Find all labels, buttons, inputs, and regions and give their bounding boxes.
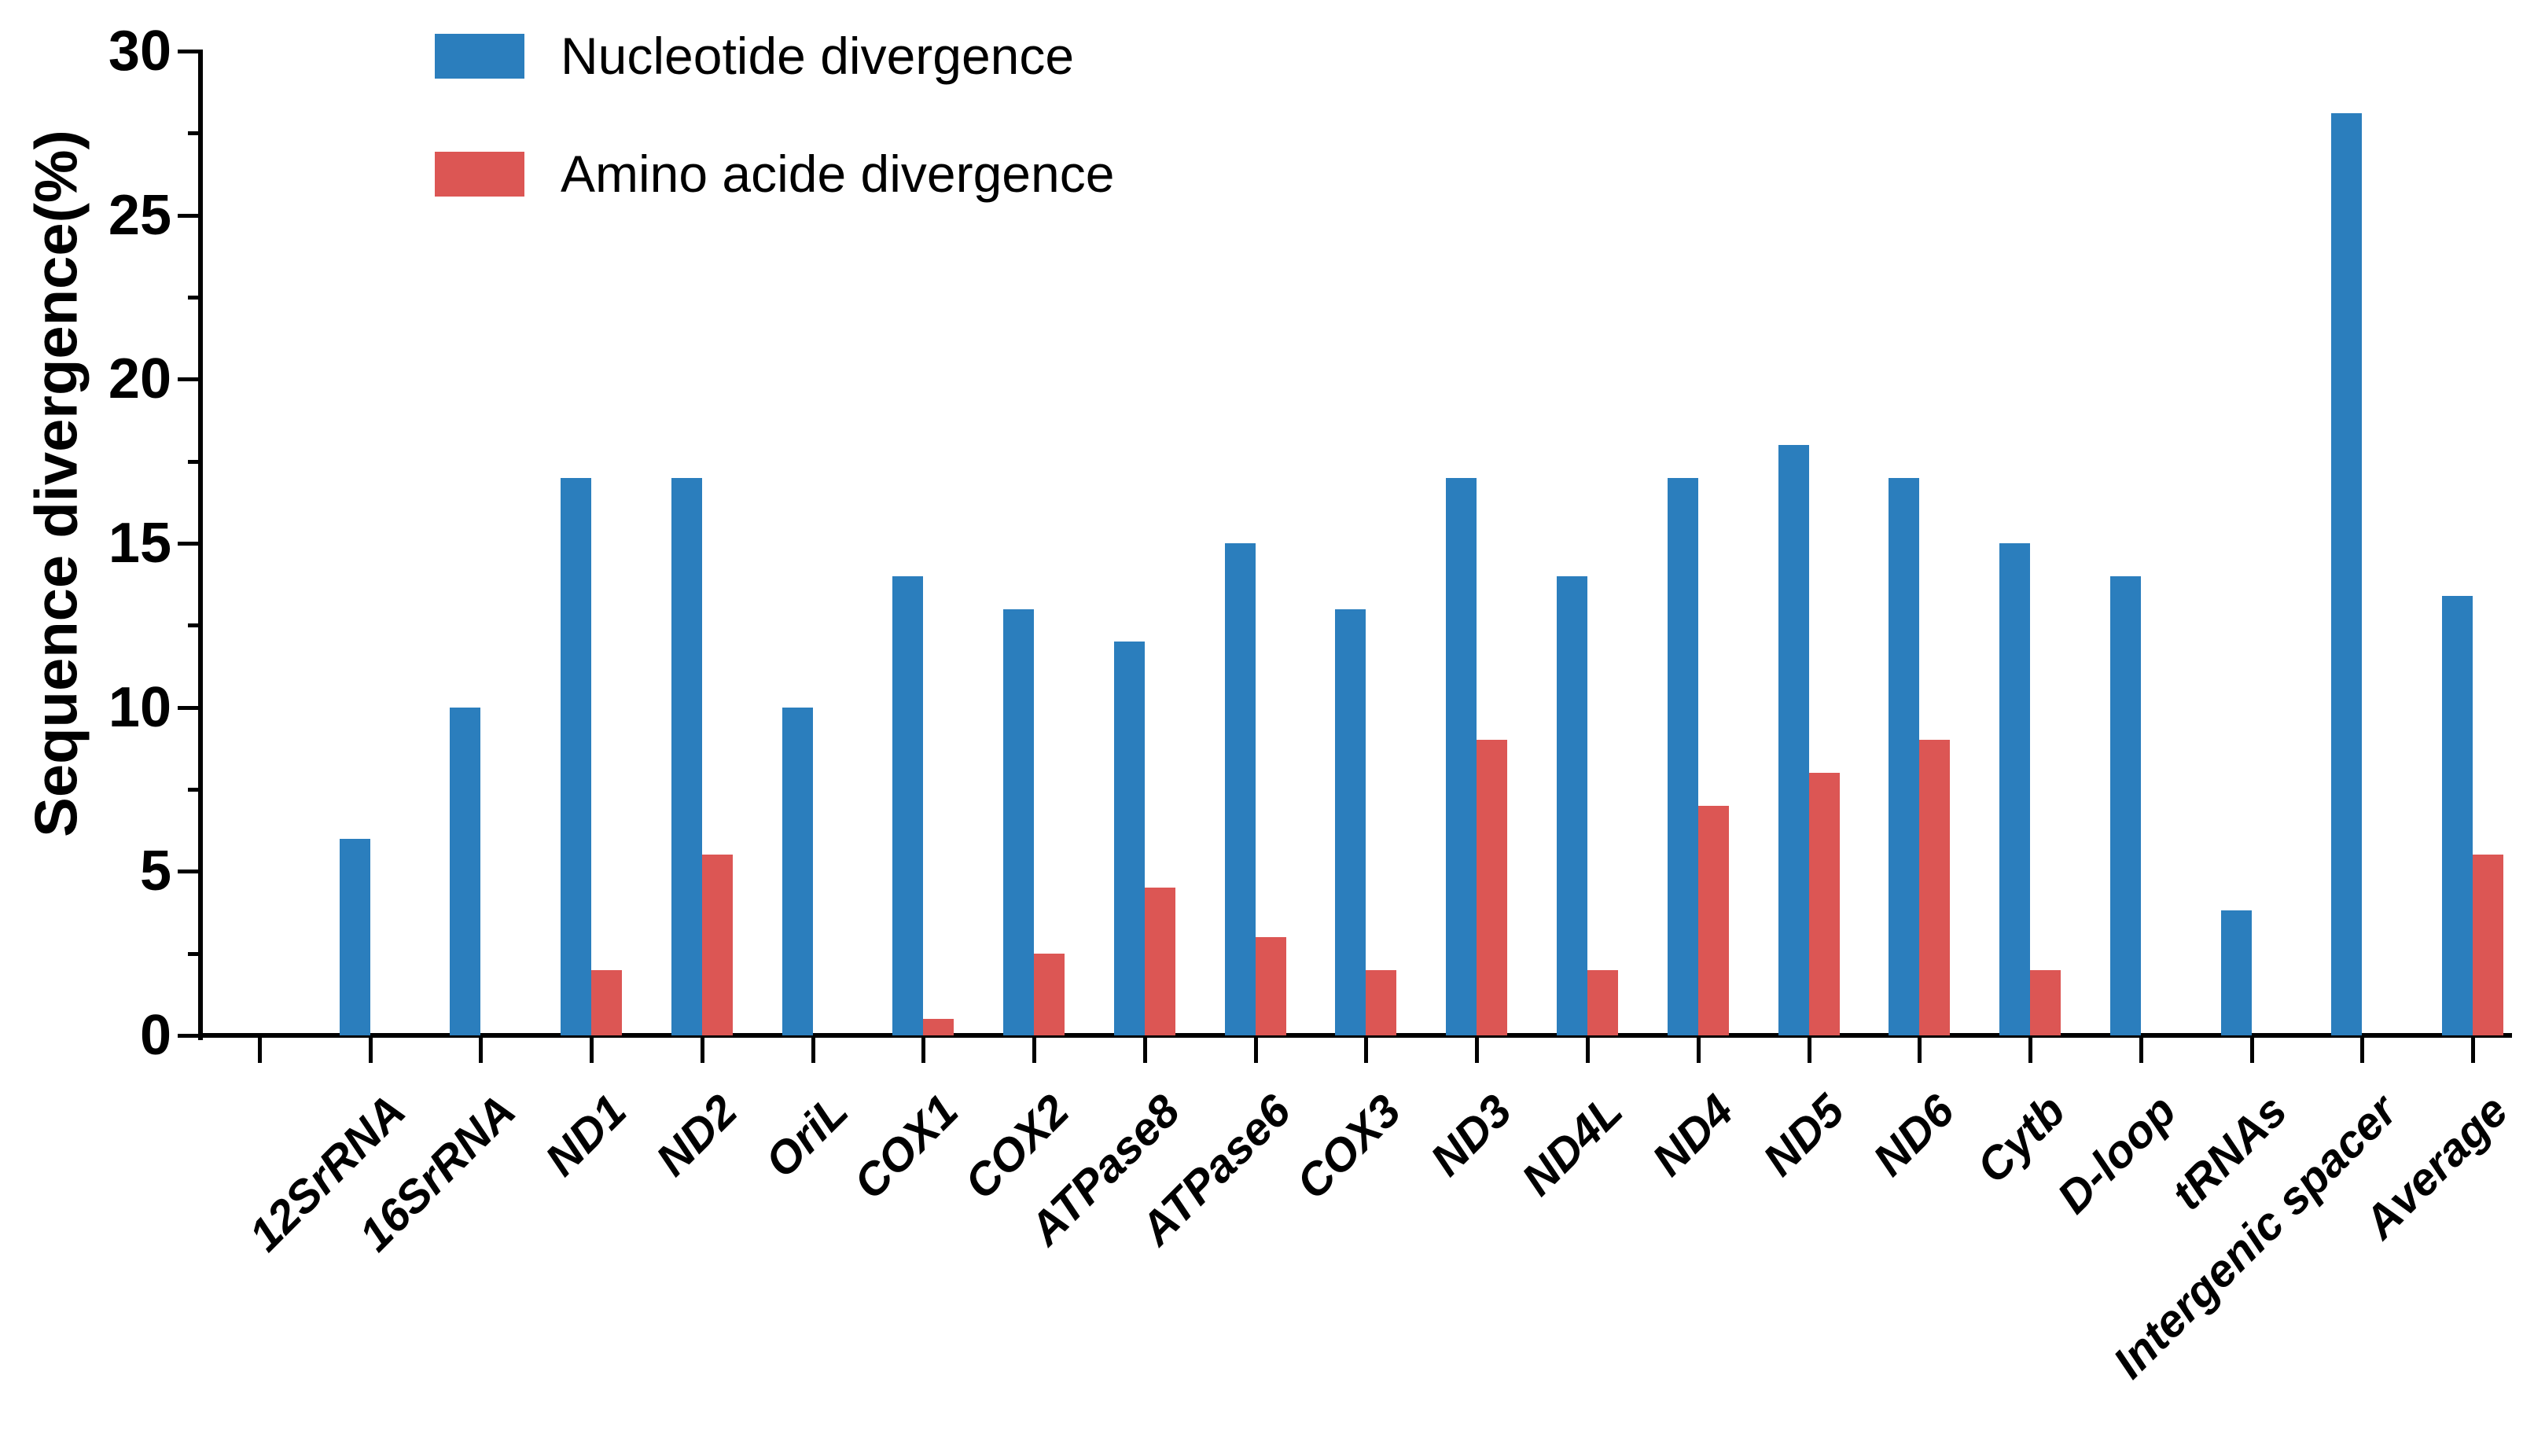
bar-amino-acid-COX3: [1366, 969, 1397, 1035]
x-tick: [700, 1038, 704, 1063]
y-major-tick: [178, 870, 198, 874]
bar-amino-acid-ND5: [1808, 773, 1840, 1035]
x-tick: [1807, 1038, 1811, 1063]
y-minor-tick: [188, 951, 198, 956]
x-tick: [2360, 1038, 2365, 1063]
x-axis-line: [198, 1033, 2512, 1038]
bar-nucleotide-D-loop: [2109, 575, 2141, 1035]
bar-nucleotide-Intergenic spacer: [2331, 113, 2363, 1035]
y-minor-tick: [188, 459, 198, 464]
bar-amino-acid-ND3: [1477, 740, 1508, 1035]
x-tick: [368, 1038, 373, 1063]
x-tick: [1585, 1038, 1590, 1063]
bar-amino-acid-ND6: [1919, 740, 1951, 1035]
x-tick: [1696, 1038, 1701, 1063]
y-tick-label: 5: [139, 840, 171, 903]
legend-label-nucleotide: Nucleotide divergence: [561, 27, 1075, 85]
bar-amino-acid-Average: [2473, 855, 2504, 1035]
legend-swatch-nucleotide: [435, 33, 524, 79]
bar-nucleotide-ND2: [671, 477, 702, 1035]
y-minor-tick: [188, 623, 198, 628]
x-tick: [811, 1038, 815, 1063]
bar-nucleotide-Average: [2442, 595, 2473, 1035]
x-tick: [2139, 1038, 2143, 1063]
y-major-tick: [178, 213, 198, 218]
bar-nucleotide-ND4L: [1556, 575, 1587, 1035]
bar-amino-acid-COX1: [923, 1019, 954, 1035]
bar-amino-acid-ATPase6: [1255, 936, 1286, 1035]
y-axis-line: [198, 50, 203, 1040]
bar-amino-acid-ND2: [701, 855, 733, 1035]
y-major-tick: [178, 542, 198, 546]
bar-nucleotide-ND4: [1667, 477, 1698, 1035]
y-major-tick: [178, 1034, 198, 1038]
legend-item-amino-acid: Amino acide divergence: [435, 144, 1114, 204]
y-tick-label: 30: [108, 20, 171, 83]
bar-nucleotide-ND1: [561, 477, 592, 1035]
y-major-tick: [178, 705, 198, 710]
bar-nucleotide-ND3: [1446, 477, 1477, 1035]
y-major-tick: [178, 377, 198, 382]
x-tick: [1475, 1038, 1480, 1063]
bar-amino-acid-COX2: [1034, 953, 1065, 1035]
x-tick: [479, 1038, 484, 1063]
y-tick-label: 10: [108, 675, 171, 739]
bar-nucleotide-COX2: [1003, 609, 1035, 1035]
x-tick: [2249, 1038, 2254, 1063]
x-tick: [2028, 1038, 2033, 1063]
bar-nucleotide-ND5: [1778, 444, 1809, 1035]
bar-nucleotide-Cytb: [1999, 543, 2031, 1035]
y-minor-tick: [188, 296, 198, 300]
x-tick: [921, 1038, 926, 1063]
bar-amino-acid-ATPase8: [1144, 888, 1175, 1035]
bar-amino-acid-ND4L: [1587, 969, 1618, 1035]
y-minor-tick: [188, 788, 198, 792]
x-tick: [1032, 1038, 1037, 1063]
x-tick: [590, 1038, 594, 1063]
x-tick: [2471, 1038, 2476, 1063]
y-tick-label: 20: [108, 347, 171, 411]
y-tick-label: 0: [139, 1004, 171, 1067]
bar-nucleotide-ATPase8: [1113, 642, 1145, 1035]
y-tick-label: 15: [108, 512, 171, 575]
bar-nucleotide-12SrRNA: [339, 838, 370, 1035]
x-tick-leading: [257, 1038, 262, 1063]
x-tick: [1253, 1038, 1258, 1063]
legend-label-amino-acid: Amino acide divergence: [561, 145, 1115, 203]
bar-amino-acid-Cytb: [2030, 969, 2061, 1035]
bar-nucleotide-16SrRNA: [450, 707, 481, 1035]
bar-nucleotide-ATPase6: [1224, 543, 1256, 1035]
bar-nucleotide-COX3: [1335, 609, 1366, 1035]
bar-amino-acid-ND4: [1697, 805, 1729, 1035]
bar-nucleotide-ND6: [1889, 477, 1920, 1035]
legend-item-nucleotide: Nucleotide divergence: [435, 26, 1074, 86]
y-major-tick: [178, 50, 198, 54]
bar-nucleotide-OriL: [782, 707, 813, 1035]
bar-nucleotide-COX1: [892, 575, 924, 1035]
x-tick: [1918, 1038, 1922, 1063]
bar-amino-acid-ND1: [591, 969, 623, 1035]
y-tick-label: 25: [108, 183, 171, 247]
y-minor-tick: [188, 131, 198, 136]
x-tick: [1142, 1038, 1147, 1063]
x-tick: [1364, 1038, 1369, 1063]
bar-nucleotide-tRNAs: [2220, 910, 2252, 1035]
legend-swatch-amino-acid: [435, 151, 524, 197]
